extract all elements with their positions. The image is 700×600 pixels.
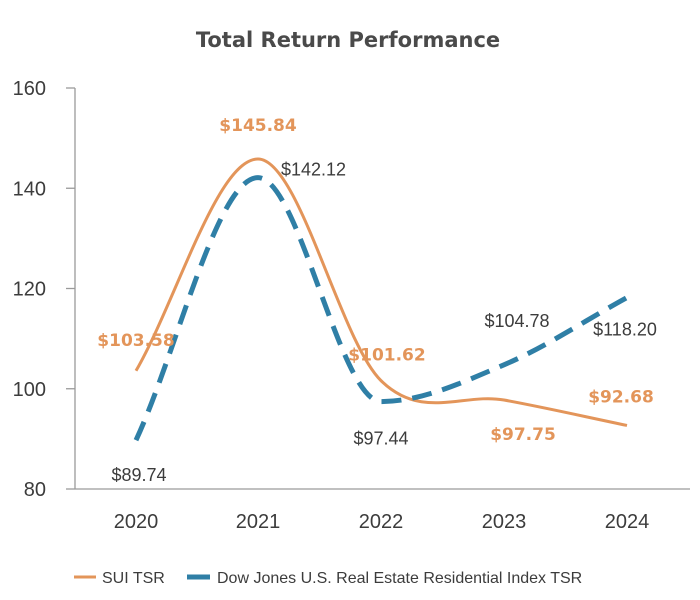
data-label-sui-tsr: $103.58 bbox=[97, 331, 174, 351]
axes: 80 100 120 140 160 2020 2021 2022 2023 2024 bbox=[13, 78, 690, 533]
data-labels: $103.58 $145.84 $101.62 $97.75 $92.68 $89.74 $… bbox=[97, 116, 657, 485]
y-tick-label: 80 bbox=[24, 479, 46, 501]
y-tick-label: 160 bbox=[13, 78, 46, 100]
data-label-sui-tsr: $101.62 bbox=[348, 346, 425, 366]
series-layer bbox=[133, 157, 629, 442]
series-line-sui-tsr bbox=[134, 157, 628, 427]
x-tick-label: 2024 bbox=[605, 511, 650, 533]
data-label-sui-tsr: $92.68 bbox=[588, 387, 654, 407]
legend-label-sui-tsr: SUI TSR bbox=[102, 570, 165, 587]
x-tick-label: 2022 bbox=[359, 511, 404, 533]
chart-title: Total Return Performance bbox=[196, 28, 500, 52]
x-tick-label: 2023 bbox=[482, 511, 527, 533]
data-label-dow-jones-index-tsr: $104.78 bbox=[484, 311, 549, 331]
data-label-sui-tsr: $145.84 bbox=[219, 116, 297, 136]
data-label-dow-jones-index-tsr: $97.44 bbox=[353, 429, 408, 449]
data-label-sui-tsr: $97.75 bbox=[490, 425, 556, 445]
x-tick-label: 2021 bbox=[236, 511, 281, 533]
data-label-dow-jones-index-tsr: $142.12 bbox=[281, 160, 346, 180]
y-tick-label: 100 bbox=[13, 379, 46, 401]
legend: SUI TSR Dow Jones U.S. Real Estate Reside… bbox=[74, 570, 582, 587]
data-label-dow-jones-index-tsr: $118.20 bbox=[593, 320, 657, 340]
y-tick-label: 140 bbox=[13, 178, 46, 200]
x-tick-label: 2020 bbox=[114, 511, 159, 533]
y-tick-label: 120 bbox=[13, 279, 46, 301]
series-line-dow-jones-index-tsr bbox=[133, 175, 629, 442]
data-label-dow-jones-index-tsr: $89.74 bbox=[111, 465, 166, 485]
legend-label-dow-jones-index-tsr: Dow Jones U.S. Real Estate Residential I… bbox=[217, 570, 582, 587]
